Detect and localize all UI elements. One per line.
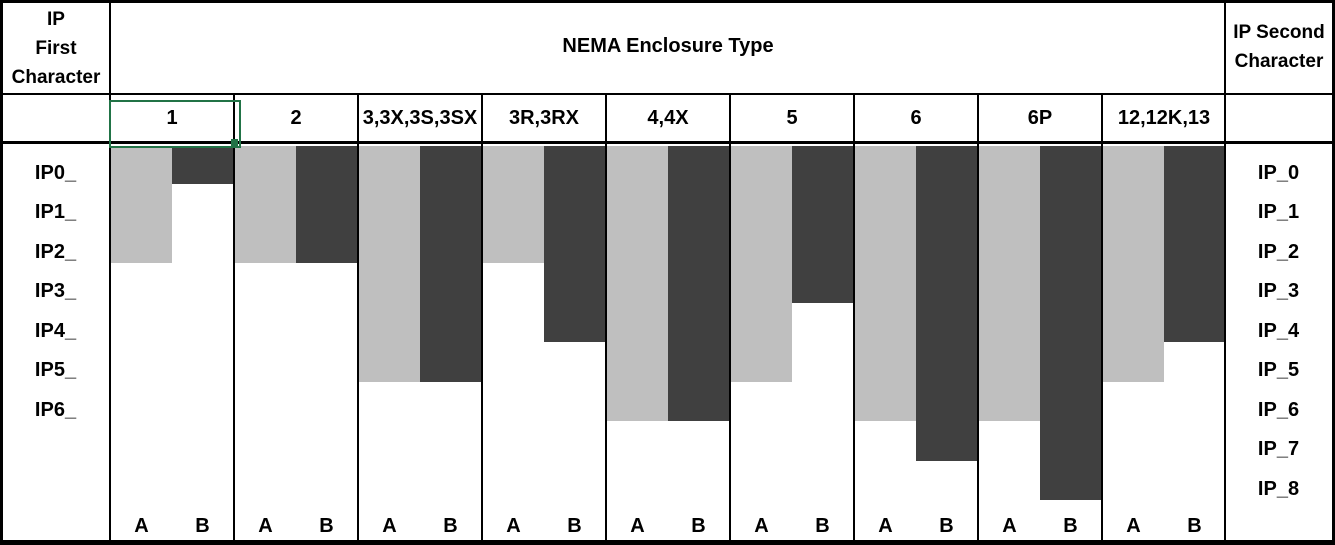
column-separator [233, 93, 235, 540]
nema-column-header[interactable]: 3,3X,3S,3SX [362, 106, 478, 129]
ip-second-axis-label: IP_3 [1257, 280, 1300, 302]
bar-a [855, 146, 916, 421]
bar-label-b: B [443, 514, 458, 537]
bar-a [979, 146, 1040, 421]
column-separator [977, 93, 979, 540]
bar-label-a: A [506, 514, 521, 537]
right-axis-divider [1224, 0, 1226, 540]
nema-column-header[interactable]: 6 [910, 106, 922, 129]
bar-label-a: A [258, 514, 273, 537]
nema-column-header[interactable]: 1 [166, 106, 178, 129]
bar-b [544, 146, 605, 342]
ip-first-axis-label: IP1_ [34, 201, 77, 223]
column-separator [729, 93, 731, 540]
column-separator [605, 93, 607, 540]
bar-b [792, 146, 853, 303]
selected-cell-outline[interactable] [109, 100, 241, 148]
column-separator [481, 93, 483, 540]
ip-second-axis-label: IP_2 [1257, 240, 1300, 263]
ip-first-axis-label: IP3_ [34, 280, 77, 302]
bar-a [359, 146, 420, 382]
bar-a [111, 146, 172, 263]
bar-label-b: B [195, 514, 210, 537]
bar-label-b: B [815, 514, 830, 537]
bar-b [1040, 146, 1101, 500]
bar-label-a: A [134, 514, 149, 537]
border-bottom [0, 540, 1335, 545]
bar-a [483, 146, 544, 263]
ip-second-axis-label: IP_8 [1257, 477, 1300, 500]
ip-second-axis-label: IP_7 [1257, 438, 1300, 460]
bar-label-b: B [939, 514, 954, 537]
selection-fill-handle[interactable] [231, 139, 238, 146]
ip-first-axis-label: IP4_ [34, 319, 77, 342]
bar-label-b: B [319, 514, 334, 537]
ip-second-axis-label: IP_6 [1257, 398, 1300, 421]
bar-b [1164, 146, 1225, 342]
ip-first-axis-label: IP5_ [34, 359, 77, 381]
ip-first-character-header: IP First Character [11, 8, 101, 88]
bar-a [235, 146, 296, 263]
ip-second-character-header: IP Second Character [1233, 21, 1325, 72]
nema-column-header[interactable]: 12,12K,13 [1117, 106, 1211, 129]
nema-column-header[interactable]: 4,4X [647, 106, 689, 129]
bar-b [668, 146, 729, 421]
bar-label-a: A [1126, 514, 1141, 537]
bar-label-b: B [1063, 514, 1078, 537]
nema-enclosure-type-header: NEMA Enclosure Type [562, 35, 774, 57]
bar-label-a: A [754, 514, 769, 537]
bar-label-a: A [1002, 514, 1017, 537]
column-separator [853, 93, 855, 540]
ip-second-axis-label: IP_0 [1257, 161, 1300, 184]
border-left [0, 0, 3, 545]
bar-label-a: A [878, 514, 893, 537]
bar-b [916, 146, 977, 461]
column-separator [1101, 93, 1103, 540]
bar-label-a: A [382, 514, 397, 537]
chart-top-divider [0, 141, 1335, 144]
bar-a [1103, 146, 1164, 382]
nema-column-header[interactable]: 5 [786, 106, 798, 129]
border-top [0, 0, 1335, 3]
nema-column-header[interactable]: 2 [290, 106, 302, 129]
ip-first-axis-label: IP0_ [34, 161, 77, 184]
bar-b [172, 146, 233, 184]
bar-a [731, 146, 792, 382]
border-right [1332, 0, 1335, 545]
bar-label-b: B [1187, 514, 1202, 537]
left-axis-divider [109, 0, 111, 540]
bar-a [607, 146, 668, 421]
ip-first-axis-label: IP2_ [34, 240, 77, 263]
bar-b [420, 146, 481, 382]
bar-label-a: A [630, 514, 645, 537]
ip-first-axis-label: IP6_ [34, 398, 77, 421]
ip-second-axis-label: IP_4 [1257, 319, 1300, 342]
nema-column-header[interactable]: 3R,3RX [508, 106, 580, 129]
column-separator [357, 93, 359, 540]
nema-column-header[interactable]: 6P [1027, 106, 1053, 129]
ip-second-axis-label: IP_5 [1257, 359, 1300, 381]
bar-label-b: B [691, 514, 706, 537]
bar-b [296, 146, 357, 263]
header-row-divider [0, 93, 1335, 95]
bar-label-b: B [567, 514, 582, 537]
ip-second-axis-label: IP_1 [1257, 201, 1300, 223]
